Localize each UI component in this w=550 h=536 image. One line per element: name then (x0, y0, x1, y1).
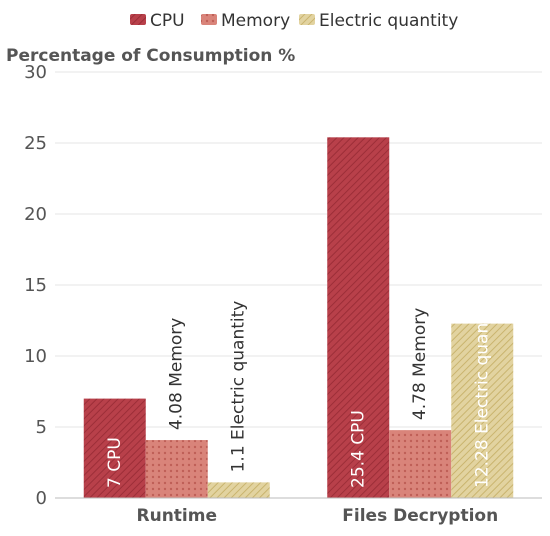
data-labels: 7 CPU 4.08 Memory 1.1 Electric quantity 25.… (105, 295, 493, 488)
data-label-cpu-runtime: 7 CPU (105, 437, 125, 488)
x-category-files-decryption: Files Decryption (342, 506, 498, 526)
y-tick-label: 10 (24, 346, 47, 367)
x-axis-categories: Runtime Files Decryption (137, 506, 499, 526)
y-tick-label: 0 (36, 488, 47, 509)
bar-cpu-runtime (83, 398, 146, 498)
y-tick-label: 25 (24, 133, 47, 154)
bar-electric-quantity-files-decryption (451, 323, 514, 498)
bar-cpu-files-decryption (327, 137, 390, 498)
y-axis-label: Percentage of Consumption % (6, 46, 295, 66)
legend-swatch-electric-quantity (299, 14, 315, 25)
legend-swatch-cpu (130, 14, 146, 25)
legend-label-cpu: CPU (150, 11, 185, 31)
y-tick-label: 30 (24, 62, 47, 83)
bars (83, 137, 514, 498)
legend: CPU Memory Electric quantity (130, 11, 458, 31)
data-label-cpu-files-decryption: 25.4 CPU (348, 410, 368, 488)
y-tick-label: 5 (36, 417, 47, 438)
data-label-electric-quantity-runtime: 1.1 Electric quantity (229, 301, 249, 473)
x-category-runtime: Runtime (137, 506, 218, 526)
data-label-memory-files-decryption: 4.78 Memory (410, 308, 430, 420)
bar-electric-quantity-runtime (207, 482, 270, 498)
legend-label-memory: Memory (221, 11, 290, 31)
y-tick-label: 20 (24, 204, 47, 225)
bar-memory-runtime (145, 440, 208, 498)
legend-label-electric-quantity: Electric quantity (319, 11, 458, 31)
data-label-memory-runtime: 4.08 Memory (167, 318, 187, 430)
legend-swatch-memory (201, 14, 217, 25)
y-tick-label: 15 (24, 275, 47, 296)
y-axis-ticks: 0 5 10 15 20 25 30 (24, 62, 47, 509)
bar-memory-files-decryption (389, 430, 452, 498)
data-label-electric-quantity-files-decryption: 12.28 Electric quantity (472, 295, 492, 488)
